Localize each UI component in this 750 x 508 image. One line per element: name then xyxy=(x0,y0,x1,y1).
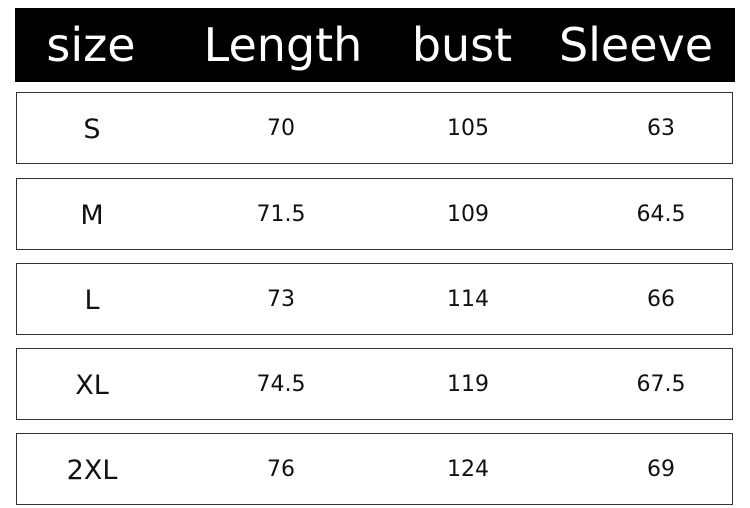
size-cell: S xyxy=(83,114,101,145)
table-header: size Length bust Sleeve xyxy=(15,8,735,82)
header-size: size xyxy=(46,18,136,72)
length-cell: 73 xyxy=(267,287,295,312)
size-cell: L xyxy=(84,285,100,316)
sleeve-cell: 66 xyxy=(647,287,675,312)
table-row: XL 74.5 119 67.5 xyxy=(16,348,733,420)
table-row: S 70 105 63 xyxy=(16,92,733,164)
table-row: M 71.5 109 64.5 xyxy=(16,178,733,250)
length-cell: 70 xyxy=(267,116,295,141)
header-bust: bust xyxy=(411,18,513,72)
size-cell: M xyxy=(80,200,104,231)
size-cell: XL xyxy=(75,370,109,401)
sleeve-cell: 63 xyxy=(647,116,675,141)
length-cell: 76 xyxy=(267,457,295,482)
bust-cell: 114 xyxy=(447,287,489,312)
bust-cell: 105 xyxy=(447,116,489,141)
bust-cell: 119 xyxy=(447,372,489,397)
header-sleeve: Sleeve xyxy=(558,18,714,72)
length-cell: 71.5 xyxy=(256,202,306,227)
table-row: 2XL 76 124 69 xyxy=(16,433,733,505)
bust-cell: 109 xyxy=(447,202,489,227)
sleeve-cell: 67.5 xyxy=(636,372,686,397)
sleeve-cell: 64.5 xyxy=(636,202,686,227)
sleeve-cell: 69 xyxy=(647,457,675,482)
bust-cell: 124 xyxy=(447,457,489,482)
size-cell: 2XL xyxy=(66,455,118,486)
length-cell: 74.5 xyxy=(256,372,306,397)
header-length: Length xyxy=(203,18,363,72)
table-row: L 73 114 66 xyxy=(16,263,733,335)
